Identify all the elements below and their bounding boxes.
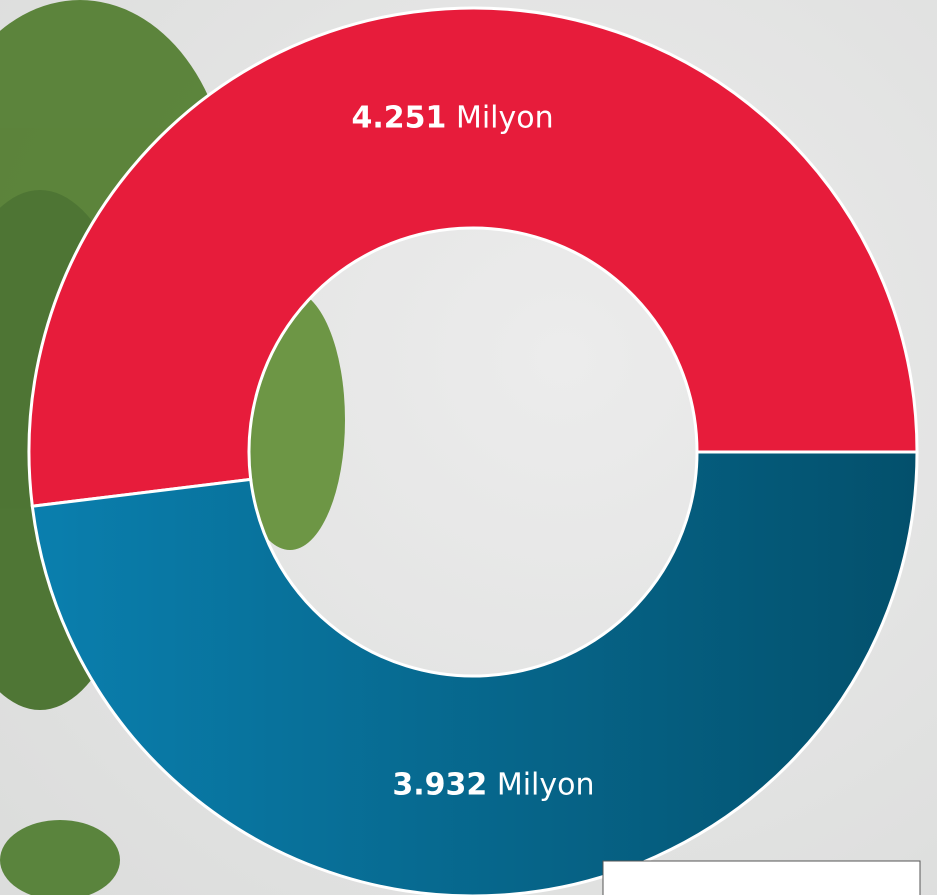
donut-segment: [27, 6, 919, 508]
unit-label: Milyon: [497, 767, 595, 802]
spacer: [487, 767, 497, 802]
value-label: 4.251: [351, 100, 446, 135]
unit-label: Milyon: [456, 100, 554, 135]
value-label: 3.932: [392, 767, 487, 802]
segment-label: 3.932 Milyon: [392, 767, 594, 802]
bottom-box: [602, 860, 921, 895]
segment-label: 4.251 Milyon: [351, 100, 553, 135]
donut-segment: [30, 450, 919, 895]
spacer: [446, 100, 456, 135]
